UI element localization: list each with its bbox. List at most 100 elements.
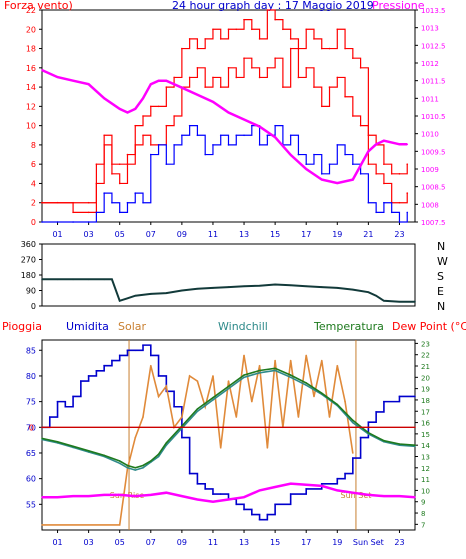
rain-zero-label: 0 <box>29 423 34 432</box>
data-point <box>352 419 354 422</box>
data-point <box>188 38 191 40</box>
data-point <box>305 67 308 69</box>
data-point <box>251 513 253 516</box>
data-point <box>274 359 276 362</box>
x-tick-label: 17 <box>301 230 311 239</box>
x-tick-label: 13 <box>239 230 249 239</box>
right-tick-label: 1010.5 <box>421 113 446 121</box>
x-tick-label: 21 <box>363 230 373 239</box>
data-point <box>305 28 308 31</box>
data-point <box>367 201 370 204</box>
right-tick-label: 1008.5 <box>421 184 446 192</box>
x-tick-label: 09 <box>177 230 187 239</box>
data-point <box>204 86 206 88</box>
data-point <box>212 500 214 503</box>
rain-label: Pioggia <box>2 320 42 333</box>
data-point <box>398 143 401 146</box>
data-point <box>398 221 401 223</box>
pressure-label: Pressione <box>372 0 425 12</box>
data-point <box>72 495 74 497</box>
data-point <box>227 144 230 146</box>
data-point <box>196 134 199 137</box>
x-tick-label: 23 <box>394 538 404 547</box>
data-point <box>188 375 191 377</box>
data-point <box>227 385 230 388</box>
data-point <box>243 134 245 137</box>
data-point <box>336 76 339 79</box>
data-point <box>126 201 129 204</box>
x-tick-label: 13 <box>239 538 249 547</box>
data-point <box>414 444 416 446</box>
data-point <box>336 28 339 31</box>
data-point <box>134 108 137 110</box>
data-point <box>227 498 230 501</box>
data-point <box>134 436 137 439</box>
data-point <box>251 124 253 127</box>
data-point <box>149 460 152 462</box>
data-point <box>227 387 230 390</box>
panel3-frame <box>41 339 416 531</box>
data-point <box>367 421 370 423</box>
hum-tick-label: 80 <box>26 372 36 381</box>
data-point <box>103 97 105 100</box>
data-point <box>414 395 416 398</box>
x-tick-label: 09 <box>177 538 187 547</box>
data-point <box>87 221 90 223</box>
compass-label: N <box>437 240 445 253</box>
x-tick-label: 11 <box>208 538 218 547</box>
data-point <box>142 344 144 346</box>
data-point <box>289 154 292 156</box>
data-point <box>367 494 370 496</box>
data-point <box>181 495 183 497</box>
data-point <box>328 86 331 88</box>
data-point <box>95 211 98 214</box>
data-point <box>134 469 137 471</box>
data-point <box>111 173 113 175</box>
data-point <box>375 173 377 175</box>
data-point <box>72 395 74 398</box>
data-point <box>41 524 43 526</box>
data-point <box>251 400 253 403</box>
data-point <box>87 375 90 377</box>
data-point <box>352 57 354 59</box>
data-point <box>196 287 199 290</box>
compass-label: W <box>437 255 448 268</box>
wind-direction-line <box>42 278 415 303</box>
legend-label-umidita: Umidita <box>66 320 109 333</box>
data-point <box>406 143 409 146</box>
temp-tick-label: 23 <box>421 340 430 348</box>
data-point <box>375 294 377 297</box>
data-point <box>142 464 144 467</box>
data-point <box>375 211 377 214</box>
data-point <box>243 18 245 21</box>
data-point <box>72 445 74 448</box>
data-point <box>87 83 90 85</box>
data-point <box>235 503 238 506</box>
data-point <box>204 488 206 490</box>
data-point <box>142 134 144 137</box>
data-point <box>196 410 199 413</box>
data-point <box>95 370 98 372</box>
data-point <box>95 163 98 165</box>
data-point <box>181 47 183 50</box>
data-point <box>320 286 323 288</box>
data-point <box>126 111 129 114</box>
data-point <box>227 286 230 288</box>
data-point <box>359 436 362 439</box>
data-point <box>149 153 152 156</box>
data-point <box>344 472 346 475</box>
data-point <box>305 488 308 490</box>
data-point <box>219 86 222 88</box>
data-point <box>118 462 121 465</box>
data-point <box>212 101 214 103</box>
data-point <box>336 287 339 289</box>
data-point <box>157 395 160 398</box>
x-tick-label: 01 <box>52 538 62 547</box>
data-point <box>320 173 323 175</box>
data-point <box>305 285 308 287</box>
data-point <box>344 400 346 403</box>
data-point <box>41 201 43 204</box>
data-point <box>266 447 269 449</box>
data-point <box>352 452 354 454</box>
